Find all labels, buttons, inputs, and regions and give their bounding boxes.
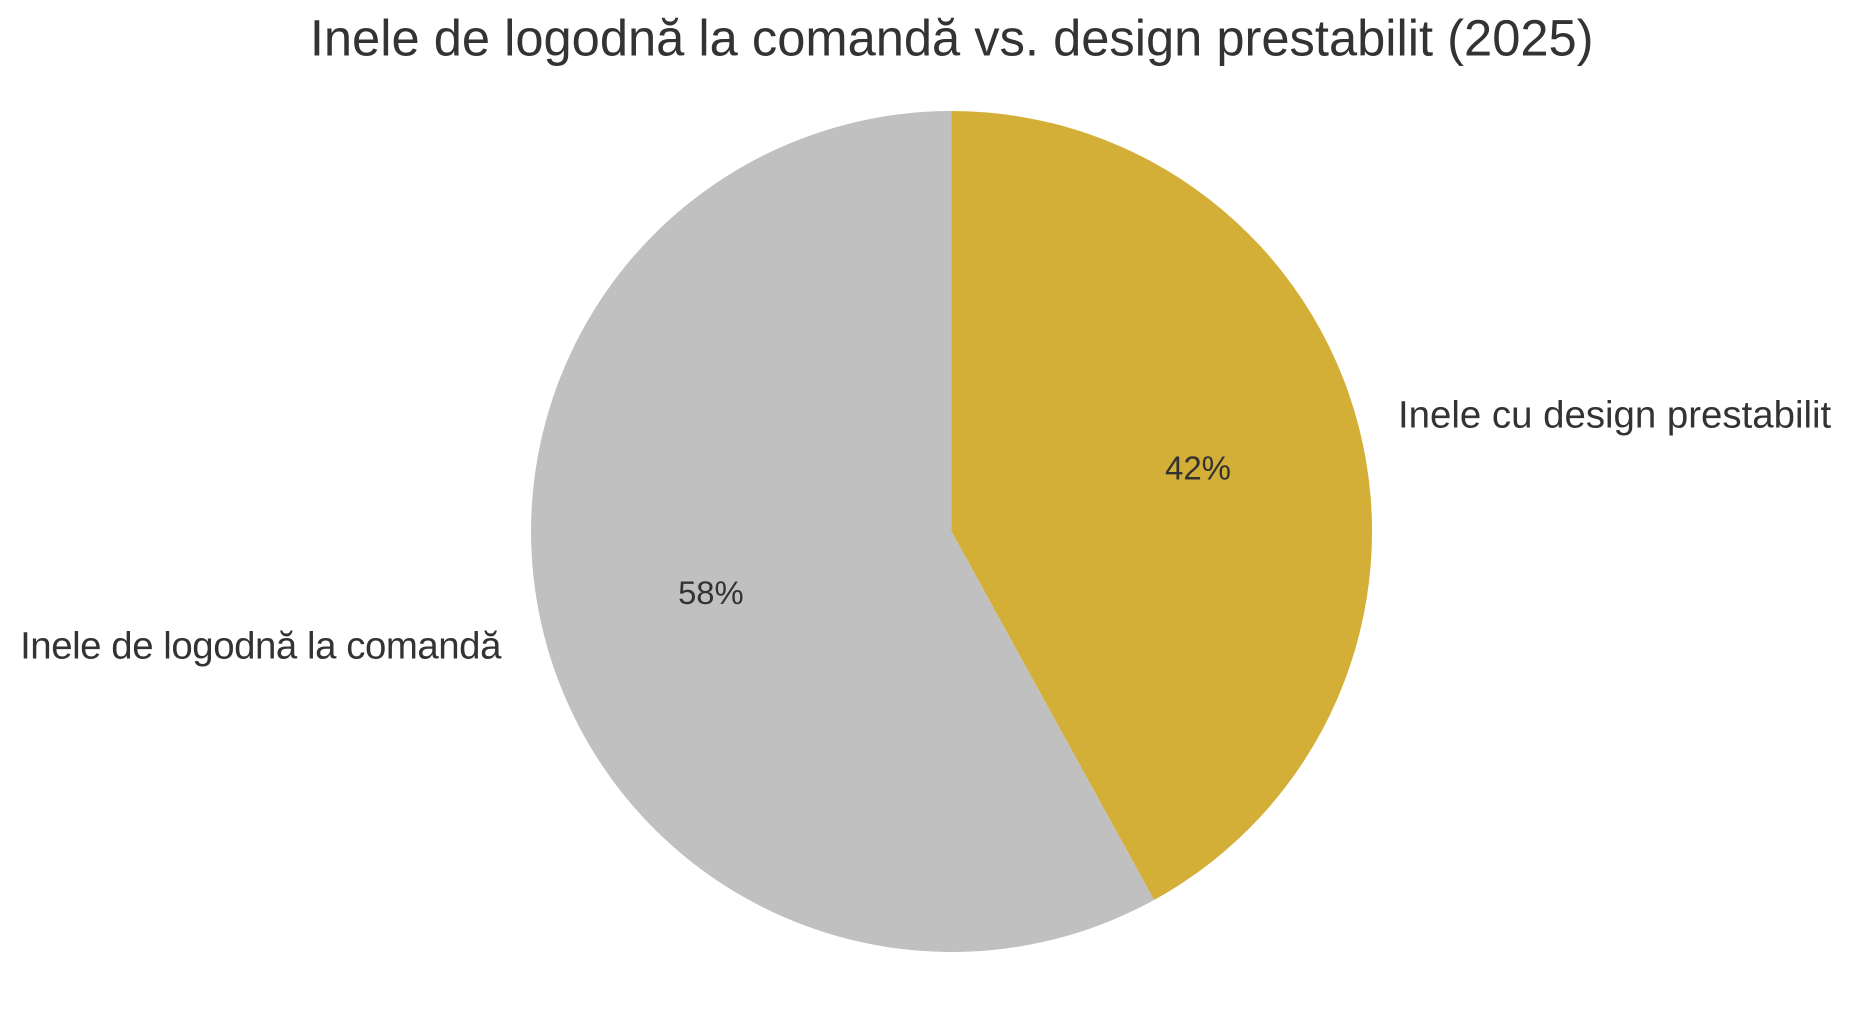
svg-text:Inele de logodnă la comandă: Inele de logodnă la comandă xyxy=(20,624,502,667)
svg-text:42%: 42% xyxy=(1165,450,1231,487)
svg-text:Inele de logodnă la comandă vs: Inele de logodnă la comandă vs. design p… xyxy=(310,10,1594,67)
svg-text:58%: 58% xyxy=(678,574,744,611)
svg-text:Inele cu design prestabilit: Inele cu design prestabilit xyxy=(1398,393,1832,436)
